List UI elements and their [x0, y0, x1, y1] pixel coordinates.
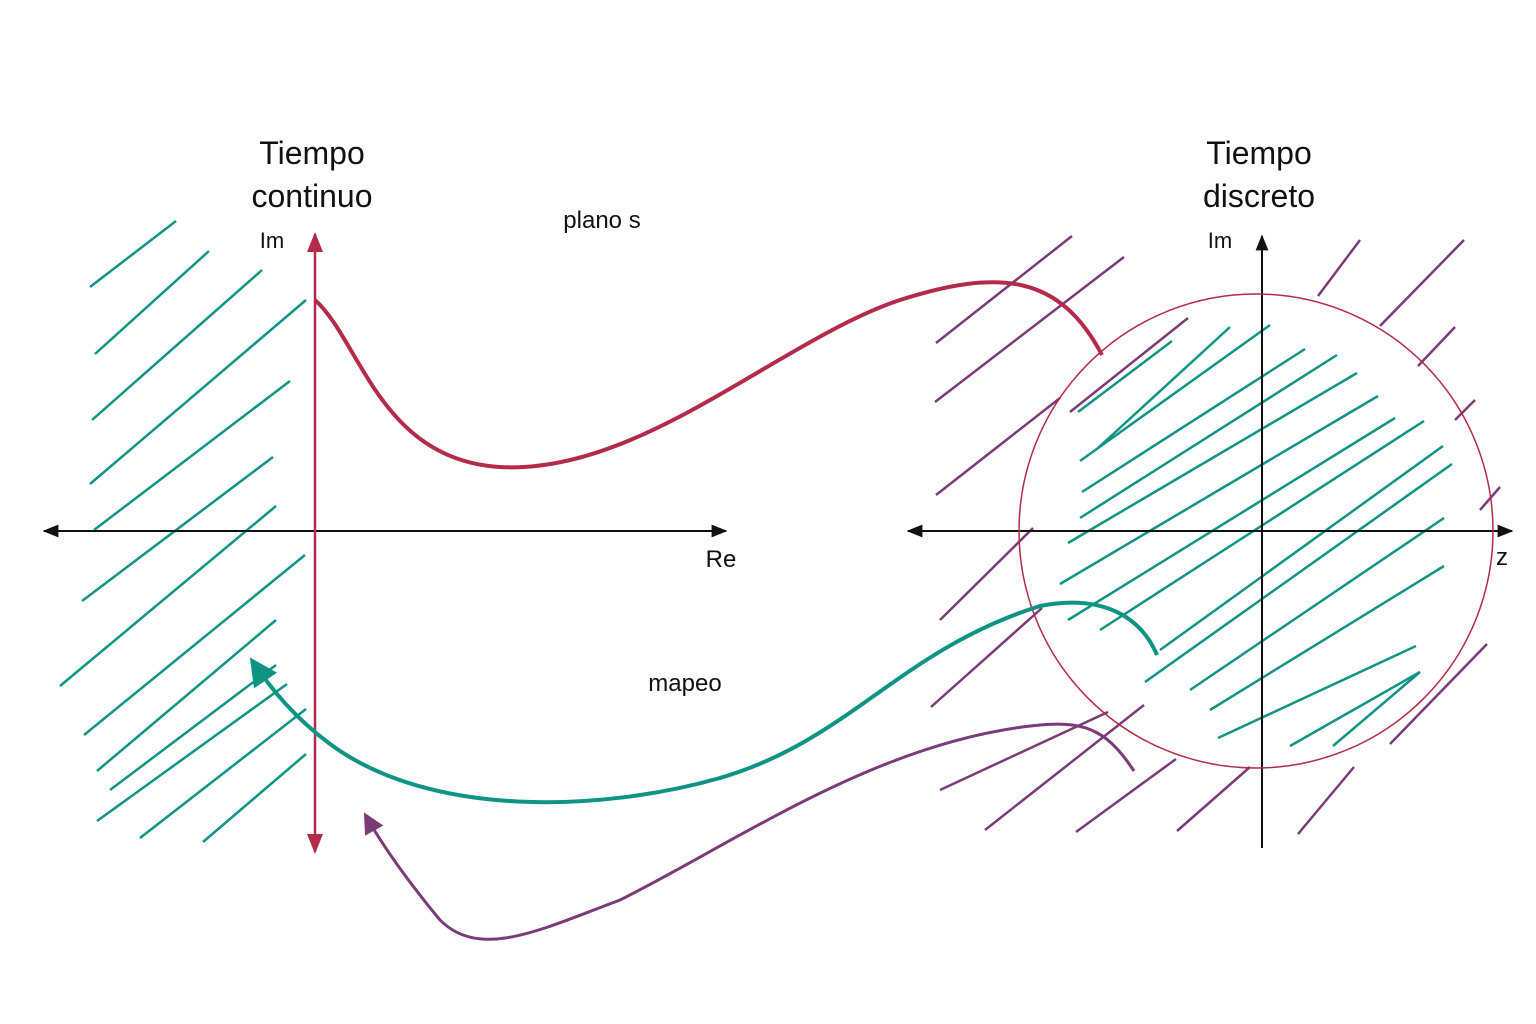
red-mapping-curve	[313, 280, 1104, 470]
teal-mapping-arrow	[249, 600, 1159, 805]
unit-circle	[1018, 293, 1494, 769]
mapping-label: mapeo	[648, 670, 721, 697]
plane-s-label: plano s	[563, 207, 640, 234]
real-axis-label: Re	[706, 546, 737, 573]
outside-unit-circle-hatching	[930, 235, 1501, 835]
purple-mapping-arrow	[363, 722, 1136, 941]
inside-unit-circle-hatching	[1059, 323, 1453, 748]
discrete-time-title-line1: Tiempo	[1206, 135, 1312, 171]
continuous-time-title-line2: continuo	[252, 178, 373, 214]
z-plane-label: z	[1496, 544, 1508, 571]
left-imaginary-axis-label: Im	[260, 228, 284, 253]
discrete-time-title-line2: discreto	[1203, 178, 1315, 214]
right-imaginary-axis-label: Im	[1208, 228, 1232, 253]
continuous-time-title-line1: Tiempo	[259, 135, 365, 171]
